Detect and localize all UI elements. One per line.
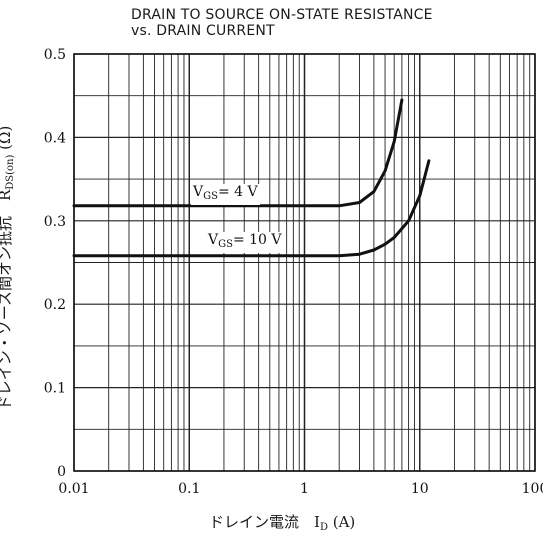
tick-labels: 0 0.1 0.2 0.3 0.4 0.5 0.01 0.1 1 10 100	[44, 47, 543, 497]
chart-grid	[73, 53, 536, 472]
y-tick-label: 0	[57, 464, 66, 480]
series-label-sub: GS	[218, 239, 233, 250]
x-axis-label-sub: D	[319, 522, 328, 533]
x-tick-label: 0.1	[178, 481, 200, 497]
y-tick-label: 0.5	[44, 47, 66, 63]
series-line-0	[72, 98, 404, 208]
y-tick-label: 0.4	[44, 130, 66, 146]
series-label-vgs-10v: VGS= 10 V	[206, 232, 284, 253]
y-tick-label: 0.2	[44, 297, 66, 313]
series-label-vgs-4v: VGS= 4 V	[191, 184, 260, 205]
y-tick-label: 0.1	[44, 381, 66, 397]
x-axis-label-main: ドレイン電流 I	[209, 513, 320, 531]
x-axis-label: ドレイン電流 ID (A)	[209, 511, 355, 533]
x-tick-label: 0.01	[58, 481, 89, 497]
series-lines	[72, 98, 431, 258]
chart-title-block: DRAIN TO SOURCE ON-STATE RESISTANCE vs. …	[131, 7, 433, 39]
series-line-1	[72, 159, 431, 258]
series-label-rest: = 4 V	[217, 184, 258, 200]
plot-frame	[73, 53, 536, 472]
series-label-main: V	[193, 184, 204, 200]
x-tick-label: 100	[522, 481, 543, 497]
y-tick-label: 0.3	[44, 214, 66, 230]
x-axis-label-unit: (A)	[327, 513, 356, 531]
series-label-main: V	[208, 232, 219, 248]
chart-subtitle: vs. DRAIN CURRENT	[131, 23, 275, 39]
x-tick-label: 10	[411, 481, 429, 497]
series-label-sub: GS	[203, 191, 218, 202]
x-tick-label: 1	[300, 481, 309, 497]
chart-title: DRAIN TO SOURCE ON-STATE RESISTANCE	[131, 7, 433, 23]
series-label-rest: = 10 V	[232, 232, 282, 248]
